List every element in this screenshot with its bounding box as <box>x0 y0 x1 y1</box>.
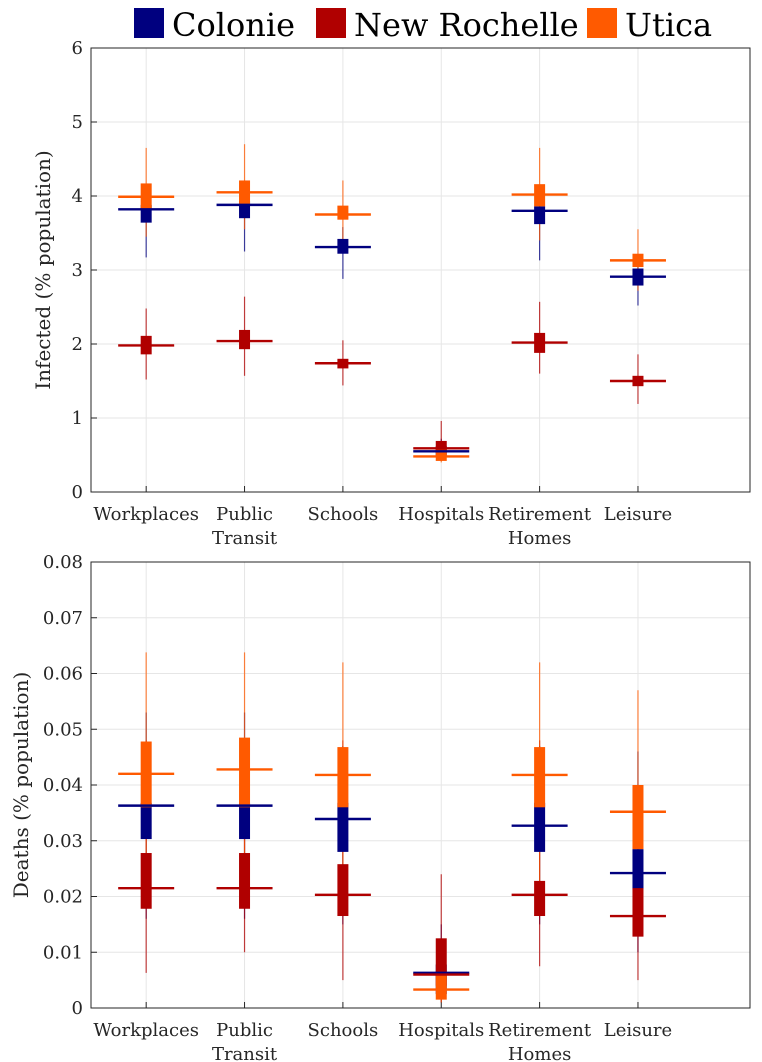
legend-label-new-rochelle: New Rochelle <box>354 6 579 44</box>
y-tick-label: 0.01 <box>43 942 83 963</box>
x-tick-label: Workplaces <box>93 1020 199 1041</box>
box-colonie <box>140 204 152 223</box>
box-colonie <box>534 802 546 852</box>
y-tick-label: 2 <box>72 334 83 355</box>
box-new-rochelle <box>337 864 349 917</box>
box-new-rochelle <box>534 880 546 917</box>
x-tick-label: Public <box>216 504 273 525</box>
box-new-rochelle <box>435 440 447 453</box>
box-new-rochelle <box>239 853 251 909</box>
box-utica <box>632 785 644 850</box>
y-tick-label: 4 <box>72 186 83 207</box>
y-tick-label: 0.03 <box>43 831 83 852</box>
box-utica <box>337 747 349 808</box>
x-tick-label: Hospitals <box>398 1020 484 1041</box>
legend: Colonie New Rochelle Utica <box>134 6 712 44</box>
box-colonie <box>632 849 644 890</box>
box-colonie <box>140 802 152 840</box>
legend-swatch-colonie <box>134 8 164 38</box>
axes-frame <box>90 47 751 493</box>
x-tick-label: Public <box>216 1020 273 1041</box>
y-tick-label: 0.07 <box>43 608 83 629</box>
box-utica <box>337 205 349 220</box>
y-tick-label: 0 <box>72 482 83 503</box>
legend-label-utica: Utica <box>625 6 712 44</box>
x-tick-label: Leisure <box>604 504 672 525</box>
y-tick-label: 0.05 <box>43 719 83 740</box>
y-tick-label: 6 <box>72 38 83 59</box>
box-new-rochelle <box>140 853 152 909</box>
box-new-rochelle <box>239 329 251 350</box>
box-utica <box>534 747 546 808</box>
y-tick-label: 5 <box>72 112 83 133</box>
box-colonie <box>534 206 546 225</box>
x-tick-label: Leisure <box>604 1020 672 1041</box>
y-tick-label: 3 <box>72 260 83 281</box>
y-tick-label: 1 <box>72 408 83 429</box>
y-tick-label: 0.08 <box>43 552 83 573</box>
axes-frame <box>90 561 751 1009</box>
x-tick-label: Schools <box>308 504 379 525</box>
infected-panel: 0 1 2 3 4 5 6 Workplaces Public Transit Schools Hos… <box>31 38 751 549</box>
x-tick-label: Hospitals <box>398 504 484 525</box>
y-axis-label: Infected (% population) <box>31 150 55 389</box>
box-utica <box>435 974 447 1000</box>
y-tick-label: 0.02 <box>43 887 83 908</box>
x-tick-label: Transit <box>212 1044 278 1062</box>
x-tick-label: Workplaces <box>93 504 199 525</box>
y-tick-label: 0.06 <box>43 664 83 685</box>
deaths-panel: 0 0.01 0.02 0.03 0.04 0.05 0.06 0.07 0.08 Workpla… <box>9 552 751 1062</box>
x-tick-label: Homes <box>508 1044 572 1062</box>
box-new-rochelle <box>435 938 447 986</box>
x-tick-label: Homes <box>508 528 572 549</box>
legend-swatch-new-rochelle <box>316 8 346 38</box>
x-tick-label: Retirement <box>488 1020 592 1041</box>
box-utica <box>239 737 251 808</box>
box-colonie <box>239 802 251 840</box>
y-axis-label: Deaths (% population) <box>9 672 33 899</box>
x-tick-label: Transit <box>212 528 278 549</box>
x-tick-label: Retirement <box>488 504 592 525</box>
y-tick-label: 0 <box>72 998 83 1019</box>
legend-swatch-utica <box>587 8 617 38</box>
y-tick-label: 0.04 <box>43 775 83 796</box>
x-tick-label: Schools <box>308 1020 379 1041</box>
box-colonie <box>239 201 251 219</box>
box-new-rochelle <box>632 888 644 937</box>
box-colonie <box>337 802 349 852</box>
legend-label-colonie: Colonie <box>172 6 295 44</box>
